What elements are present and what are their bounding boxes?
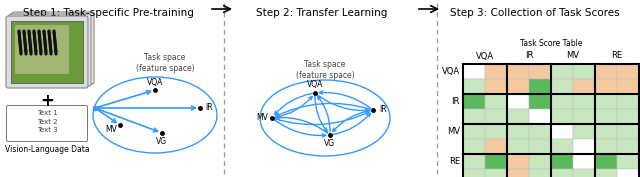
FancyBboxPatch shape	[6, 16, 88, 88]
Bar	[507, 169, 529, 177]
Bar	[595, 64, 617, 79]
Bar	[485, 79, 507, 94]
Text: IR: IR	[525, 52, 533, 61]
FancyBboxPatch shape	[9, 14, 91, 86]
Text: VQA: VQA	[442, 67, 460, 76]
Bar	[529, 169, 551, 177]
Text: MV: MV	[566, 52, 579, 61]
Bar	[573, 79, 595, 94]
Bar	[551, 109, 573, 124]
Bar	[529, 154, 551, 169]
Bar	[529, 109, 551, 124]
Bar	[573, 154, 595, 169]
Bar	[485, 139, 507, 154]
Bar	[463, 154, 485, 169]
Bar	[507, 109, 529, 124]
Bar	[551, 139, 573, 154]
Text: IR: IR	[205, 104, 213, 113]
Bar	[507, 124, 529, 139]
Bar	[529, 139, 551, 154]
Text: Task space
(feature space): Task space (feature space)	[136, 53, 195, 73]
Bar	[595, 139, 617, 154]
Text: Task Score Table: Task Score Table	[520, 39, 582, 48]
Bar	[595, 124, 617, 139]
Bar	[529, 94, 551, 109]
Text: RE: RE	[611, 52, 623, 61]
Text: Text 3: Text 3	[36, 127, 58, 133]
Bar	[573, 109, 595, 124]
Bar	[551, 79, 573, 94]
Bar	[595, 79, 617, 94]
Text: Text 1: Text 1	[36, 110, 58, 116]
Text: VG: VG	[324, 139, 335, 149]
Bar	[551, 154, 573, 169]
Text: VQA: VQA	[147, 78, 163, 87]
Bar	[573, 94, 595, 109]
Bar	[485, 169, 507, 177]
Bar	[595, 169, 617, 177]
Bar	[507, 94, 529, 109]
Text: VQA: VQA	[307, 81, 323, 90]
Bar	[507, 64, 529, 79]
Bar	[463, 169, 485, 177]
Bar	[551, 169, 573, 177]
Text: Task space
(feature space): Task space (feature space)	[296, 60, 355, 80]
Bar	[529, 124, 551, 139]
Text: Vision-Language Data: Vision-Language Data	[4, 144, 90, 153]
Bar	[617, 139, 639, 154]
Text: IR: IR	[379, 105, 387, 115]
Bar	[529, 79, 551, 94]
FancyBboxPatch shape	[6, 105, 88, 141]
Bar	[463, 64, 485, 79]
Bar	[573, 64, 595, 79]
Bar	[595, 94, 617, 109]
Bar	[463, 109, 485, 124]
Bar	[485, 94, 507, 109]
Bar	[485, 64, 507, 79]
Bar	[463, 79, 485, 94]
Text: Step 2: Transfer Learning: Step 2: Transfer Learning	[256, 8, 388, 18]
Bar	[617, 64, 639, 79]
Bar	[551, 64, 573, 79]
Text: Step 1: Task-specific Pre-training: Step 1: Task-specific Pre-training	[22, 8, 193, 18]
Text: +: +	[40, 92, 54, 110]
Bar	[551, 94, 573, 109]
Bar	[507, 139, 529, 154]
Text: VQA: VQA	[476, 52, 494, 61]
Bar	[573, 169, 595, 177]
Bar	[463, 124, 485, 139]
FancyBboxPatch shape	[15, 25, 69, 74]
Bar	[617, 94, 639, 109]
Bar	[485, 124, 507, 139]
Bar	[617, 154, 639, 169]
Text: RE: RE	[449, 157, 460, 166]
Bar	[595, 109, 617, 124]
Text: IR: IR	[452, 97, 460, 106]
Bar	[551, 124, 573, 139]
Bar	[617, 109, 639, 124]
Text: Step 3: Collection of Task Scores: Step 3: Collection of Task Scores	[450, 8, 620, 18]
Bar	[573, 139, 595, 154]
Bar	[617, 79, 639, 94]
Text: MV: MV	[447, 127, 460, 136]
Bar	[507, 79, 529, 94]
Bar	[11, 21, 83, 83]
Text: MV: MV	[256, 113, 268, 122]
Bar	[507, 154, 529, 169]
FancyBboxPatch shape	[12, 12, 94, 84]
Bar	[463, 139, 485, 154]
Bar	[595, 154, 617, 169]
Bar	[573, 124, 595, 139]
Bar	[485, 109, 507, 124]
Bar	[529, 64, 551, 79]
Text: VG: VG	[156, 136, 168, 145]
Text: MV: MV	[105, 125, 117, 135]
Bar	[617, 169, 639, 177]
Bar	[463, 94, 485, 109]
Text: Text 2: Text 2	[36, 118, 58, 124]
Bar	[617, 124, 639, 139]
Bar	[485, 154, 507, 169]
